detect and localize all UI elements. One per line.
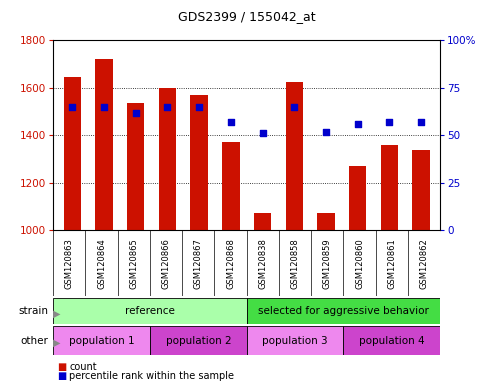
Text: population 1: population 1 — [69, 336, 135, 346]
Bar — [53, 298, 246, 324]
Point — [132, 109, 140, 116]
Text: GSM120860: GSM120860 — [355, 238, 364, 289]
Bar — [413, 150, 430, 230]
Point — [290, 104, 298, 110]
Text: ▶: ▶ — [53, 309, 60, 319]
Text: GSM120864: GSM120864 — [97, 238, 106, 289]
Point — [354, 121, 362, 127]
Bar — [349, 166, 366, 230]
Bar — [285, 82, 303, 230]
Point — [69, 104, 76, 110]
Bar — [150, 326, 246, 355]
Text: GSM120859: GSM120859 — [323, 238, 332, 289]
Text: ▶: ▶ — [53, 338, 60, 348]
Text: ■: ■ — [57, 362, 67, 372]
Text: GSM120838: GSM120838 — [258, 238, 267, 289]
Bar — [95, 59, 113, 230]
Text: GSM120867: GSM120867 — [194, 238, 203, 289]
Text: reference: reference — [125, 306, 175, 316]
Text: GSM120863: GSM120863 — [65, 238, 74, 289]
Bar — [246, 326, 344, 355]
Bar — [254, 213, 271, 230]
Text: GSM120866: GSM120866 — [162, 238, 171, 289]
Text: ■: ■ — [57, 371, 67, 381]
Text: population 2: population 2 — [166, 336, 231, 346]
Bar — [159, 88, 176, 230]
Text: GSM120868: GSM120868 — [226, 238, 235, 289]
Bar — [381, 145, 398, 230]
Point — [259, 131, 267, 137]
Text: GSM120865: GSM120865 — [129, 238, 139, 289]
Bar — [246, 298, 440, 324]
Text: other: other — [20, 336, 48, 346]
Text: percentile rank within the sample: percentile rank within the sample — [69, 371, 234, 381]
Point — [164, 104, 172, 110]
Point — [100, 104, 108, 110]
Point — [417, 119, 425, 125]
Bar — [344, 326, 440, 355]
Text: count: count — [69, 362, 97, 372]
Point — [386, 119, 393, 125]
Text: population 4: population 4 — [359, 336, 424, 346]
Point — [227, 119, 235, 125]
Bar — [190, 95, 208, 230]
Bar — [317, 213, 335, 230]
Text: selected for aggressive behavior: selected for aggressive behavior — [258, 306, 429, 316]
Point — [322, 129, 330, 135]
Text: GSM120858: GSM120858 — [290, 238, 300, 289]
Text: GSM120862: GSM120862 — [420, 238, 428, 289]
Text: strain: strain — [18, 306, 48, 316]
Bar — [127, 103, 144, 230]
Text: population 3: population 3 — [262, 336, 328, 346]
Bar — [222, 142, 240, 230]
Bar — [53, 326, 150, 355]
Point — [195, 104, 203, 110]
Text: GSM120861: GSM120861 — [387, 238, 396, 289]
Bar — [64, 77, 81, 230]
Text: GDS2399 / 155042_at: GDS2399 / 155042_at — [177, 10, 316, 23]
